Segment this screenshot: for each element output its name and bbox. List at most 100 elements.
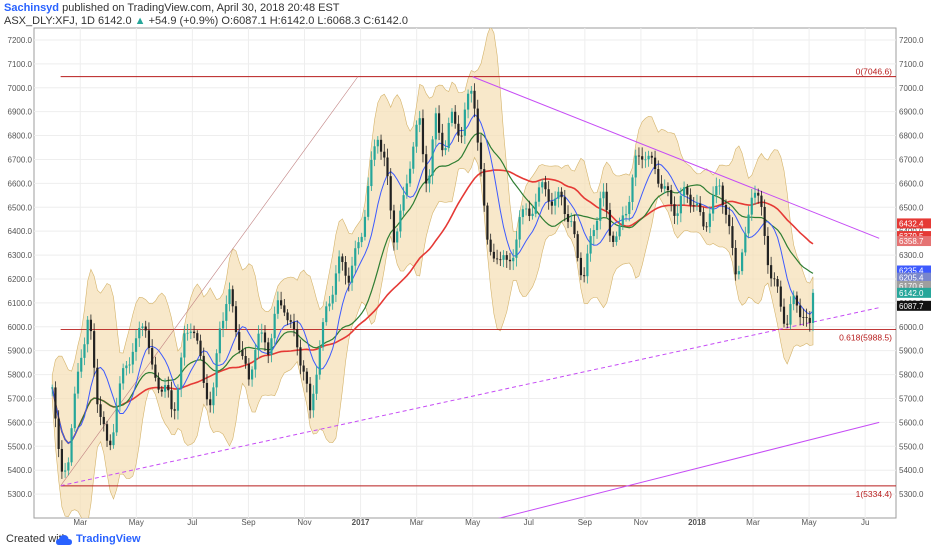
last-price: 6142.0	[97, 15, 132, 27]
price-tag: 6142.0	[897, 287, 931, 298]
candle-body	[408, 168, 412, 184]
candle-body	[808, 317, 811, 323]
candle-body	[570, 221, 573, 223]
candle-body	[192, 331, 196, 334]
candle-body	[486, 205, 489, 240]
candle-body	[489, 239, 492, 252]
candle-body	[525, 208, 528, 210]
candle-body	[315, 374, 318, 394]
y-tick-label: 7200.0	[8, 36, 33, 45]
candle-body	[328, 303, 331, 307]
candle-body	[437, 113, 441, 133]
author-name[interactable]: Sachinsyd	[4, 2, 60, 14]
candle-body	[302, 365, 305, 372]
candle-body	[647, 155, 650, 160]
candle-body	[670, 190, 673, 205]
candle-body	[379, 139, 383, 152]
candle-body	[505, 255, 508, 260]
candle-body	[537, 187, 541, 202]
tradingview-logo[interactable]: TradingView	[56, 530, 146, 548]
y-tick-label: 5900.0	[8, 347, 33, 356]
y-tick-label: 5900.0	[899, 347, 924, 356]
candle-body	[666, 186, 670, 191]
y-tick-label: 5500.0	[8, 442, 33, 451]
tradingview-brand: TradingView	[76, 533, 141, 545]
candle-body	[782, 306, 786, 324]
candle-body	[650, 155, 653, 158]
candle-body	[334, 273, 338, 295]
candle-body	[653, 157, 657, 170]
y-tick-label: 5700.0	[8, 394, 33, 403]
candle-body	[476, 108, 479, 143]
grid	[34, 28, 896, 518]
candle-body	[779, 286, 782, 307]
candle-body	[492, 251, 495, 259]
candle-body	[576, 234, 579, 258]
candle-body	[521, 209, 524, 218]
price-tags: 6432.46379.56358.76235.46205.46170.66142…	[897, 218, 931, 311]
candle-body	[128, 364, 131, 366]
candle-body	[180, 357, 183, 389]
candle-body	[766, 235, 769, 266]
published-text: published on TradingView.com, April 30, …	[62, 2, 340, 14]
y-tick-label: 6900.0	[8, 108, 33, 117]
symbol-line: ASX_DLY:XFJ, 1D 6142.0 ▲ +54.9 (+0.9%) O…	[4, 15, 408, 27]
price-tag-text: 6205.4	[899, 274, 924, 283]
candle-body	[750, 197, 753, 215]
candle-body	[109, 440, 112, 446]
candle-body	[64, 470, 67, 472]
candle-body	[80, 357, 83, 372]
candle-body	[231, 289, 234, 307]
candle-body	[270, 338, 273, 355]
candle-body	[347, 275, 350, 283]
price-tag-bg	[897, 281, 931, 292]
candle-body	[518, 217, 521, 240]
candle-body	[695, 203, 699, 206]
candle-body	[383, 151, 386, 158]
candle-body	[811, 292, 815, 323]
candle-body	[612, 235, 615, 242]
candle-body	[466, 93, 470, 110]
candle-body	[631, 177, 634, 202]
candle-body	[399, 210, 402, 232]
y-tick-label: 7100.0	[8, 60, 33, 69]
candle-body	[260, 332, 263, 334]
candle-body	[167, 385, 170, 391]
candle-body	[341, 256, 344, 263]
price-tag: 6235.4	[897, 265, 931, 276]
y-tick-label: 6000.0	[899, 323, 924, 332]
candle-body	[470, 90, 473, 94]
candle-body	[753, 192, 757, 198]
price-tag-text: 6235.4	[899, 267, 924, 276]
candle-body	[805, 317, 808, 319]
candle-body	[73, 393, 76, 429]
y-tick-label: 6400.0	[8, 227, 33, 236]
y-tick-label: 6100.0	[8, 299, 33, 308]
fib-labels: 0(7046.6) 0.618(5988.5) 1(5334.4)	[839, 67, 892, 499]
candle-body	[218, 328, 221, 354]
candle-body	[602, 191, 605, 199]
candle-body	[115, 406, 118, 433]
y-tick-label: 7000.0	[8, 84, 33, 93]
candle-body	[415, 124, 418, 147]
candle-body	[689, 194, 692, 206]
candle-body	[354, 248, 357, 266]
y-tick-label: 5400.0	[8, 466, 33, 475]
candle-body	[57, 418, 60, 449]
candle-body	[579, 257, 583, 276]
candle-body	[686, 187, 689, 195]
candle-body	[479, 142, 483, 170]
y-tick-label: 5400.0	[899, 466, 924, 475]
price-chart[interactable]: 0(7046.6) 0.618(5988.5) 1(5334.4) 5300.0 54…	[0, 0, 932, 528]
price-tag-bg	[897, 300, 931, 311]
x-tick-label: Mar	[410, 518, 424, 527]
candle-body	[795, 295, 799, 306]
candle-body	[344, 262, 347, 276]
y-tick-label: 5600.0	[8, 418, 33, 427]
candle-body	[234, 306, 238, 333]
candle-body	[122, 368, 125, 384]
candle-body	[483, 169, 486, 206]
candle-body	[573, 221, 576, 235]
candle-body	[273, 313, 276, 339]
candle-body	[425, 154, 428, 184]
